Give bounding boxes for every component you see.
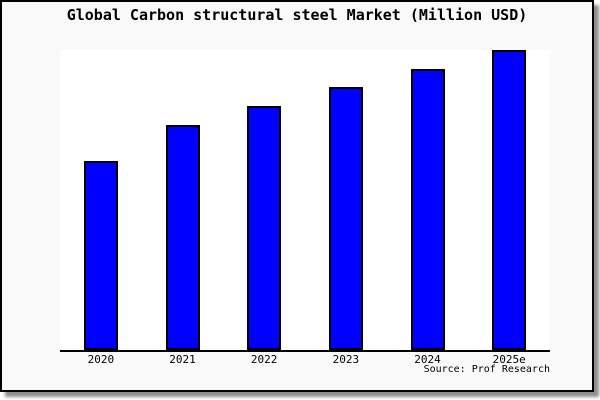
bar-2023 [328, 87, 363, 350]
x-tick-label: 2023 [332, 353, 360, 366]
plot-area [60, 50, 550, 352]
chart-title: Global Carbon structural steel Market (M… [66, 6, 528, 24]
bar-2021 [165, 125, 200, 350]
x-tick-label: 2024 [414, 353, 441, 366]
x-axis-labels: 2020 2021 2022 2023 2024 2025e [60, 353, 550, 367]
bar-2020 [83, 161, 118, 350]
x-tick-label: 2020 [87, 353, 115, 366]
bar-2025e [492, 50, 527, 350]
chart-panel: Global Carbon structural steel Market (M… [0, 0, 594, 392]
source-credit: Source: Prof Research [423, 364, 550, 375]
x-tick-label: 2021 [169, 353, 196, 366]
x-tick-label: 2025e [492, 353, 526, 366]
bar-2024 [410, 69, 445, 350]
x-tick-label: 2022 [250, 353, 278, 366]
bar-2022 [247, 106, 282, 350]
